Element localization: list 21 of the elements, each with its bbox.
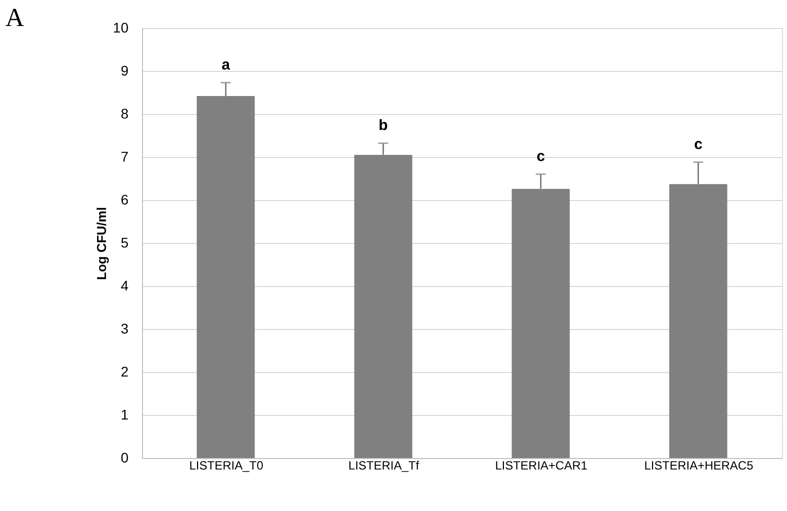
y-tick-label: 7 [120,148,129,164]
annotation: c [536,148,545,166]
y-tick-label: 3 [120,320,129,336]
y-tick-label: 1 [120,406,129,422]
annotation: c [694,136,702,154]
y-tick-label: 6 [120,192,129,208]
y-tick-label: 2 [120,364,129,380]
annotation: a [222,56,231,74]
x-tick-label: LISTERIA+CAR1 [495,458,588,472]
annotation: b [378,117,388,134]
y-tick-label: 9 [120,62,129,78]
y-tick-label: 0 [120,450,129,466]
x-tick-label: LISTERIA_T0 [189,458,264,472]
y-tick-label: 8 [120,106,129,122]
y-tick-label: 5 [120,234,129,250]
y-tick-label: 4 [120,278,129,294]
chart-title: A [5,3,24,32]
y-tick-label: 10 [112,20,129,36]
x-tick-label: LISTERIA+HERAC5 [644,458,754,472]
x-tick-label: LISTERIA_Tf [348,458,420,472]
y-axis-title: Log CFU/ml [94,207,109,280]
